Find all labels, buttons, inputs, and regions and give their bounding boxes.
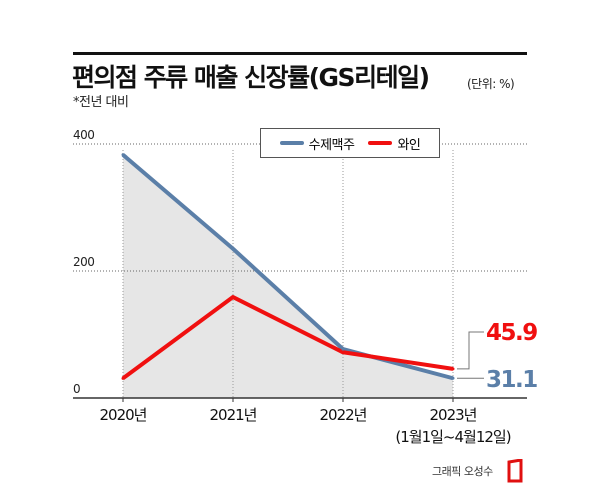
publisher-logo: [507, 459, 523, 483]
data-label-craft-beer: 31.1: [486, 367, 537, 393]
legend-label: 수제맥주: [308, 137, 355, 153]
x-tick-label: 2021년: [210, 406, 257, 424]
legend-item-craft-beer: 수제맥주: [279, 134, 355, 153]
leader-line: [457, 331, 484, 370]
subtitle: *전년 대비: [73, 95, 129, 110]
x-tick-label: 2022년: [320, 406, 367, 424]
y-tick-label: 400: [73, 128, 94, 142]
x-tick-label: 2020년: [100, 406, 147, 424]
top-rule: [73, 52, 527, 55]
legend: 수제맥주 와인: [260, 128, 440, 158]
credit: 그래픽 오성수: [432, 465, 493, 478]
series-line-wine: [121, 295, 454, 380]
data-point-wine: [451, 367, 455, 371]
chart-title: 편의점 주류 매출 신장률(GS리테일): [72, 63, 430, 92]
data-point-wine: [121, 376, 125, 380]
y-tick-label: 0: [73, 382, 80, 396]
legend-label: 와인: [397, 137, 421, 153]
area-fill: [123, 154, 453, 398]
data-point-wine: [231, 295, 235, 299]
legend-item-wine: 와인: [368, 134, 421, 153]
x-tick-note: (1월1일~4월12일): [395, 428, 510, 446]
data-label-wine: 45.9: [486, 320, 537, 346]
data-point-craft-beer: [121, 153, 125, 157]
x-tick-label: 2023년: [430, 406, 477, 424]
data-point-craft-beer: [341, 347, 345, 351]
series-line-craft-beer: [121, 153, 454, 381]
legend-swatch: [279, 141, 304, 145]
data-point-wine: [341, 350, 345, 354]
legend-swatch: [368, 141, 393, 145]
data-point-craft-beer: [231, 247, 235, 251]
y-tick-label: 200: [73, 255, 94, 269]
data-point-craft-beer: [451, 376, 455, 380]
unit-label: (단위: %): [467, 77, 515, 91]
